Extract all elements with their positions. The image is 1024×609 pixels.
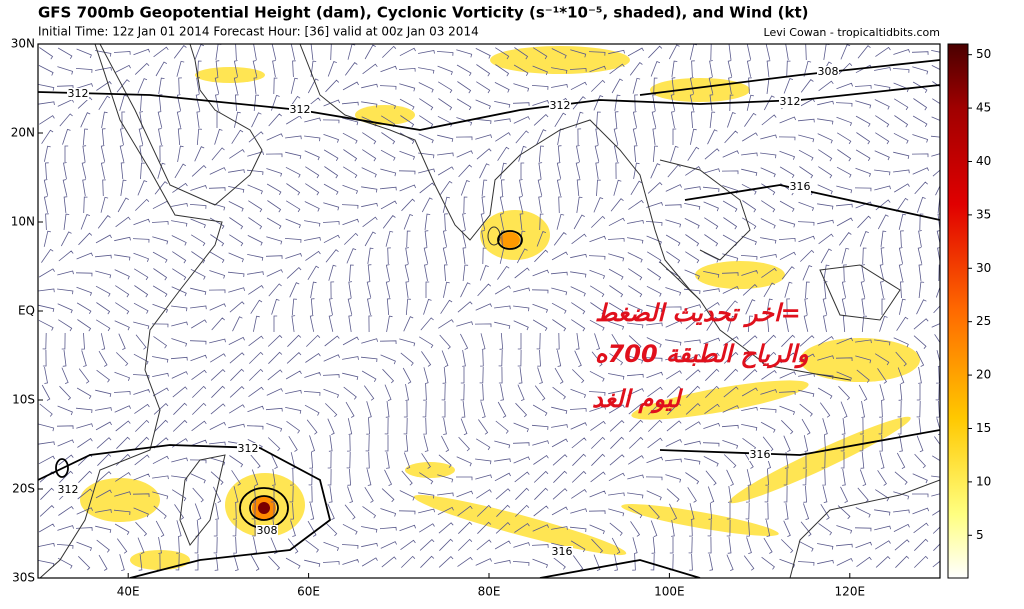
- coastlines: [39, 44, 940, 578]
- colorbar-tick-label: 30: [976, 261, 991, 275]
- contour-label-bg: [749, 449, 771, 461]
- contour-label: 312: [290, 103, 311, 116]
- x-tick-label: 40E: [117, 585, 140, 599]
- contour-label: 312: [58, 483, 79, 496]
- y-tick-label: 10N: [11, 215, 35, 229]
- annotation-line: والرياح الطبقة 700ه: [595, 340, 809, 369]
- colorbar-tick-label: 50: [976, 47, 991, 61]
- colorbar-tick-label: 15: [976, 421, 991, 435]
- credit: Levi Cowan - tropicaltidbits.com: [764, 26, 940, 39]
- title: GFS 700mb Geopotential Height (dam), Cyc…: [38, 4, 809, 22]
- x-tick-label: 60E: [297, 585, 320, 599]
- y-tick-label: 10S: [12, 393, 35, 407]
- x-tick-label: 120E: [835, 585, 866, 599]
- colorbar-tick-label: 25: [976, 314, 991, 328]
- contour-label-bg: [789, 181, 811, 193]
- subtitle: Initial Time: 12z Jan 01 2014 Forecast H…: [38, 25, 479, 39]
- contour-label-bg: [289, 104, 311, 116]
- colorbar-tick-label: 20: [976, 368, 991, 382]
- contour-label-bg: [817, 66, 839, 78]
- contour-label: 312: [550, 99, 571, 112]
- y-tick-label: EQ: [18, 304, 35, 318]
- contour-label-bg: [237, 443, 259, 455]
- y-tick-label: 30N: [11, 37, 35, 51]
- colorbar-tick-label: 10: [976, 474, 991, 488]
- contour-label: 308: [257, 524, 278, 537]
- colorbar: [947, 43, 969, 579]
- colorbar-tick-label: 40: [976, 154, 991, 168]
- contour-label-bg: [57, 484, 79, 496]
- contour-label-bg: [256, 525, 278, 537]
- annotation-line: =اخر تحديث الضغط: [595, 299, 801, 328]
- colorbar-tick-label: 5: [976, 528, 984, 542]
- contour-label: 316: [552, 545, 573, 558]
- annotation: =اخر تحديث الضغط والرياح الطبقة 700ه ليوم …: [592, 299, 809, 414]
- colorbar-tick-label: 45: [976, 101, 991, 115]
- contour-label-bg: [551, 546, 573, 558]
- contour-label-bg: [67, 88, 89, 100]
- contour-label: 312: [780, 95, 801, 108]
- y-tick-label: 20N: [11, 126, 35, 140]
- contour-label: 316: [750, 448, 771, 461]
- contour-label: 316: [790, 180, 811, 193]
- x-tick-label: 100E: [654, 585, 685, 599]
- vorticity-shading: [80, 46, 920, 570]
- colorbar-tick-label: 35: [976, 207, 991, 221]
- contour-label: 312: [238, 442, 259, 455]
- wind-barbs: [38, 44, 940, 571]
- y-tick-label: 30S: [12, 571, 35, 585]
- contour-label: 312: [68, 87, 89, 100]
- y-tick-label: 20S: [12, 482, 35, 496]
- contour-label-bg: [549, 100, 571, 112]
- contour-label-bg: [779, 96, 801, 108]
- annotation-line: ليوم الغد: [592, 385, 684, 414]
- map-area: [38, 44, 940, 578]
- x-tick-label: 80E: [478, 585, 501, 599]
- map-background: [38, 44, 940, 578]
- contour-label: 308: [818, 65, 839, 78]
